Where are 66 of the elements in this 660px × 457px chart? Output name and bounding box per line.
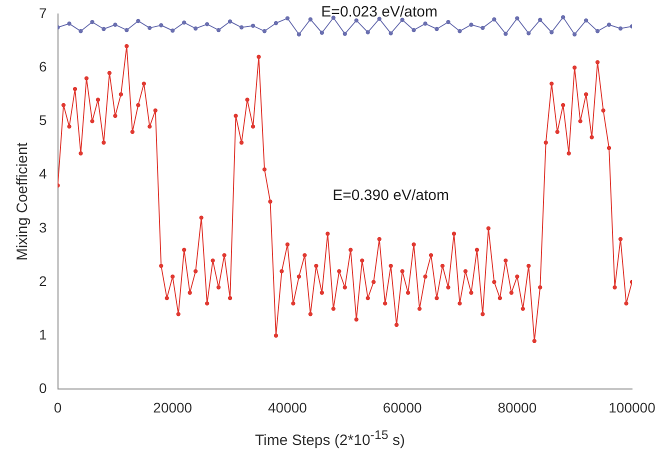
y-tick-label: 7 [38,4,47,21]
point [469,22,474,27]
y-tick-label: 2 [38,272,47,289]
point [228,19,232,24]
point [584,18,588,23]
x-tick-label: 0 [54,399,62,416]
point [377,16,382,21]
y-tick-label: 3 [38,219,47,236]
point [204,22,210,26]
point [400,18,404,22]
point [216,28,221,32]
point [595,29,600,34]
x-tick-label: 100000 [608,399,656,416]
point [606,22,612,27]
point [124,28,129,32]
point [560,15,566,20]
point [274,21,278,26]
x-tick-label: 80000 [498,399,537,416]
point [492,17,496,22]
point [423,22,428,26]
annotation: E=0.023 eV/atom [321,3,438,20]
point [412,28,416,32]
point [480,26,485,30]
point [250,24,256,28]
x-tick-label: 60000 [382,399,422,416]
y-tick-label: 4 [38,166,47,182]
point [538,18,542,22]
point [526,31,531,36]
y-axis-title: Mixing Coefficient [14,142,32,261]
point [102,26,106,32]
x-tick-label: 40000 [268,399,308,416]
x-tick-label: 20000 [153,399,192,416]
x-axis-title: Time Steps (2*10$^{-15}$ s) [254,428,406,449]
point [434,26,439,32]
point [170,28,175,33]
point [446,20,450,24]
point [239,25,244,30]
point [67,22,72,26]
point [182,20,186,25]
point [504,32,508,36]
point [458,29,462,34]
point [550,30,554,34]
y-tick-label: 1 [38,326,47,342]
point [159,23,164,28]
y-tick-label: 6 [38,58,47,74]
annotation: E=0.390 eV/atom [332,187,449,204]
point [515,16,520,20]
point [342,32,347,36]
point [136,18,140,24]
point [366,30,370,34]
point [148,26,152,30]
point [113,22,118,27]
point [388,31,393,36]
point [285,16,290,20]
point [572,32,577,36]
y-tick-label: 5 [38,112,47,128]
point [262,29,267,34]
point [78,29,83,34]
point [320,30,324,35]
point [296,32,302,36]
point [90,20,94,24]
y-tick-label: 0 [38,380,47,396]
point [308,17,313,22]
point [194,26,198,31]
point [354,18,358,23]
point [618,26,623,31]
